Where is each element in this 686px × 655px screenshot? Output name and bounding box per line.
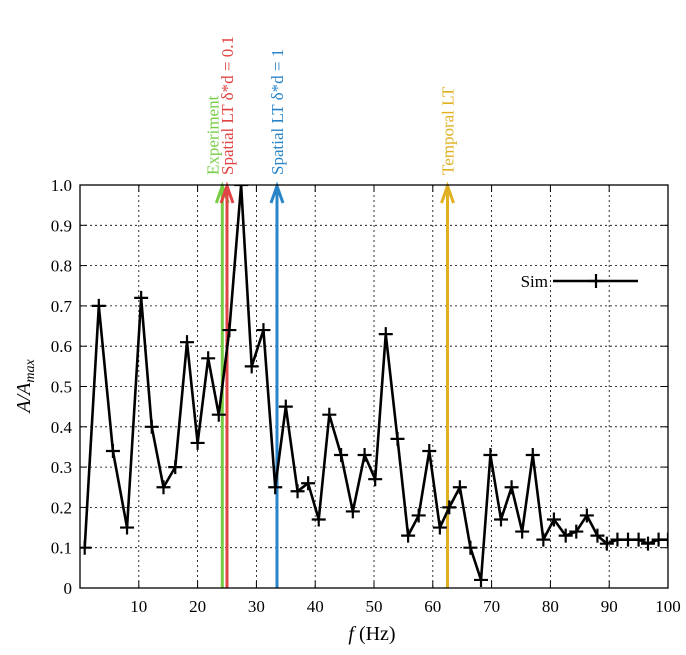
y-axis-label: A/Amax xyxy=(13,359,38,415)
data-point xyxy=(452,480,467,495)
y-tick-label: 0 xyxy=(64,579,73,598)
x-tick-label: 80 xyxy=(542,597,559,616)
data-point xyxy=(156,480,171,495)
data-point xyxy=(368,472,383,487)
marker-label: Temporal LT xyxy=(439,86,458,175)
marker-arrowhead xyxy=(269,181,285,204)
data-point xyxy=(144,419,159,434)
data-point xyxy=(180,335,195,350)
plot-frame xyxy=(79,184,669,589)
data-point xyxy=(401,528,416,543)
y-tick-label: 0.3 xyxy=(51,458,72,477)
grid xyxy=(80,185,668,588)
data-point xyxy=(515,524,530,539)
data-point xyxy=(661,532,668,547)
marker-label: Spatial LT δ*d = 0.1 xyxy=(218,36,237,175)
marker-label: Spatial LT δ*d = 1 xyxy=(268,49,287,175)
x-axis-label-italic: f xyxy=(348,623,356,645)
data-point xyxy=(579,508,594,523)
x-axis-label: f (Hz) xyxy=(348,623,395,645)
data-point xyxy=(641,536,656,551)
y-axis-label-sub: max xyxy=(23,359,38,383)
data-point xyxy=(322,407,337,422)
data-point xyxy=(463,540,478,555)
marker-arrowhead xyxy=(440,181,455,204)
data-point xyxy=(120,520,135,535)
data-point xyxy=(290,484,305,499)
data-point xyxy=(168,460,183,475)
data-point xyxy=(442,500,457,515)
data-point xyxy=(590,528,605,543)
data-point xyxy=(483,448,498,463)
data-point xyxy=(190,435,205,450)
x-tick-label: 90 xyxy=(601,597,618,616)
data-point xyxy=(422,443,437,458)
x-tick-label: 60 xyxy=(424,597,441,616)
y-axis-label-main: A/A xyxy=(13,382,35,415)
data-point xyxy=(536,532,551,547)
series-group xyxy=(80,185,668,587)
data-point xyxy=(558,528,573,543)
x-tick-label: 100 xyxy=(655,597,681,616)
x-tick-label: 20 xyxy=(189,597,206,616)
data-point xyxy=(474,572,489,587)
y-tick-label: 0.6 xyxy=(51,337,72,356)
legend: Sim xyxy=(521,272,638,291)
data-point xyxy=(357,448,372,463)
data-point xyxy=(268,480,283,495)
data-point xyxy=(411,508,426,523)
data-point xyxy=(244,359,259,374)
y-tick-label: 1.0 xyxy=(51,176,72,195)
data-point xyxy=(494,512,509,527)
x-tick-label: 40 xyxy=(307,597,324,616)
x-tick-label: 30 xyxy=(248,597,265,616)
data-point xyxy=(234,185,249,192)
marker-arrowhead xyxy=(219,181,235,204)
data-point xyxy=(390,431,405,446)
data-point xyxy=(334,448,349,463)
data-point xyxy=(378,327,393,342)
y-tick-label: 0.5 xyxy=(51,378,72,397)
data-point xyxy=(569,524,584,539)
data-point xyxy=(256,323,271,338)
data-point xyxy=(311,512,326,527)
data-point xyxy=(631,532,646,547)
y-tick-label: 0.8 xyxy=(51,257,72,276)
x-tick-label: 70 xyxy=(483,597,500,616)
data-point xyxy=(432,520,447,535)
y-tick-label: 0.1 xyxy=(51,539,72,558)
data-point xyxy=(278,399,293,414)
y-tick-label: 0.4 xyxy=(51,418,73,437)
axis-ticks xyxy=(80,184,669,589)
data-point xyxy=(211,407,226,422)
data-point xyxy=(546,512,561,527)
series-line xyxy=(83,185,668,582)
tick-labels: 10 20 30 40 50 60 70 80 90 100 0 0.1 0.2 0.3 0.4 0.5 0.6… xyxy=(51,176,681,616)
data-point xyxy=(504,480,519,495)
data-point xyxy=(345,504,360,519)
data-point xyxy=(105,443,120,458)
data-point xyxy=(599,536,614,551)
data-point xyxy=(134,290,149,305)
data-point xyxy=(201,351,216,366)
x-tick-label: 50 xyxy=(366,597,383,616)
legend-label: Sim xyxy=(521,272,548,291)
y-tick-label: 0.9 xyxy=(51,216,72,235)
data-point xyxy=(91,298,106,313)
data-point xyxy=(525,448,540,463)
y-tick-label: 0.2 xyxy=(51,498,72,517)
x-axis-label-units: (Hz) xyxy=(354,623,396,645)
marker-label: Experiment xyxy=(203,95,222,175)
legend-marker xyxy=(589,274,603,288)
x-tick-label: 10 xyxy=(130,597,147,616)
y-tick-label: 0.7 xyxy=(51,297,73,316)
data-point xyxy=(301,476,316,491)
data-point xyxy=(222,323,237,338)
